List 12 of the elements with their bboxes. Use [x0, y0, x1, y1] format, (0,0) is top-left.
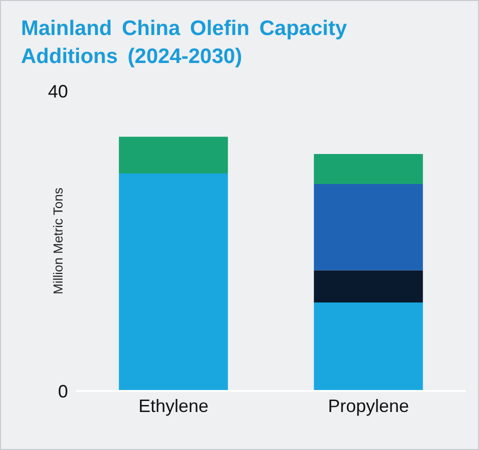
y-tick-label: 40	[48, 81, 68, 102]
y-axis-title: Million Metric Tons	[50, 187, 66, 294]
bar	[314, 270, 423, 302]
bar	[314, 184, 423, 270]
bar	[118, 174, 228, 391]
bar	[314, 302, 423, 391]
bar	[314, 154, 423, 184]
y-tick-label: 0	[58, 381, 68, 402]
bar	[118, 136, 228, 174]
chart-title: Mainland China Olefin Capacity Additions (2024-2030)	[21, 16, 348, 70]
x-tick-label: Ethylene	[138, 396, 209, 416]
x-tick-label: Propylene	[328, 396, 410, 416]
